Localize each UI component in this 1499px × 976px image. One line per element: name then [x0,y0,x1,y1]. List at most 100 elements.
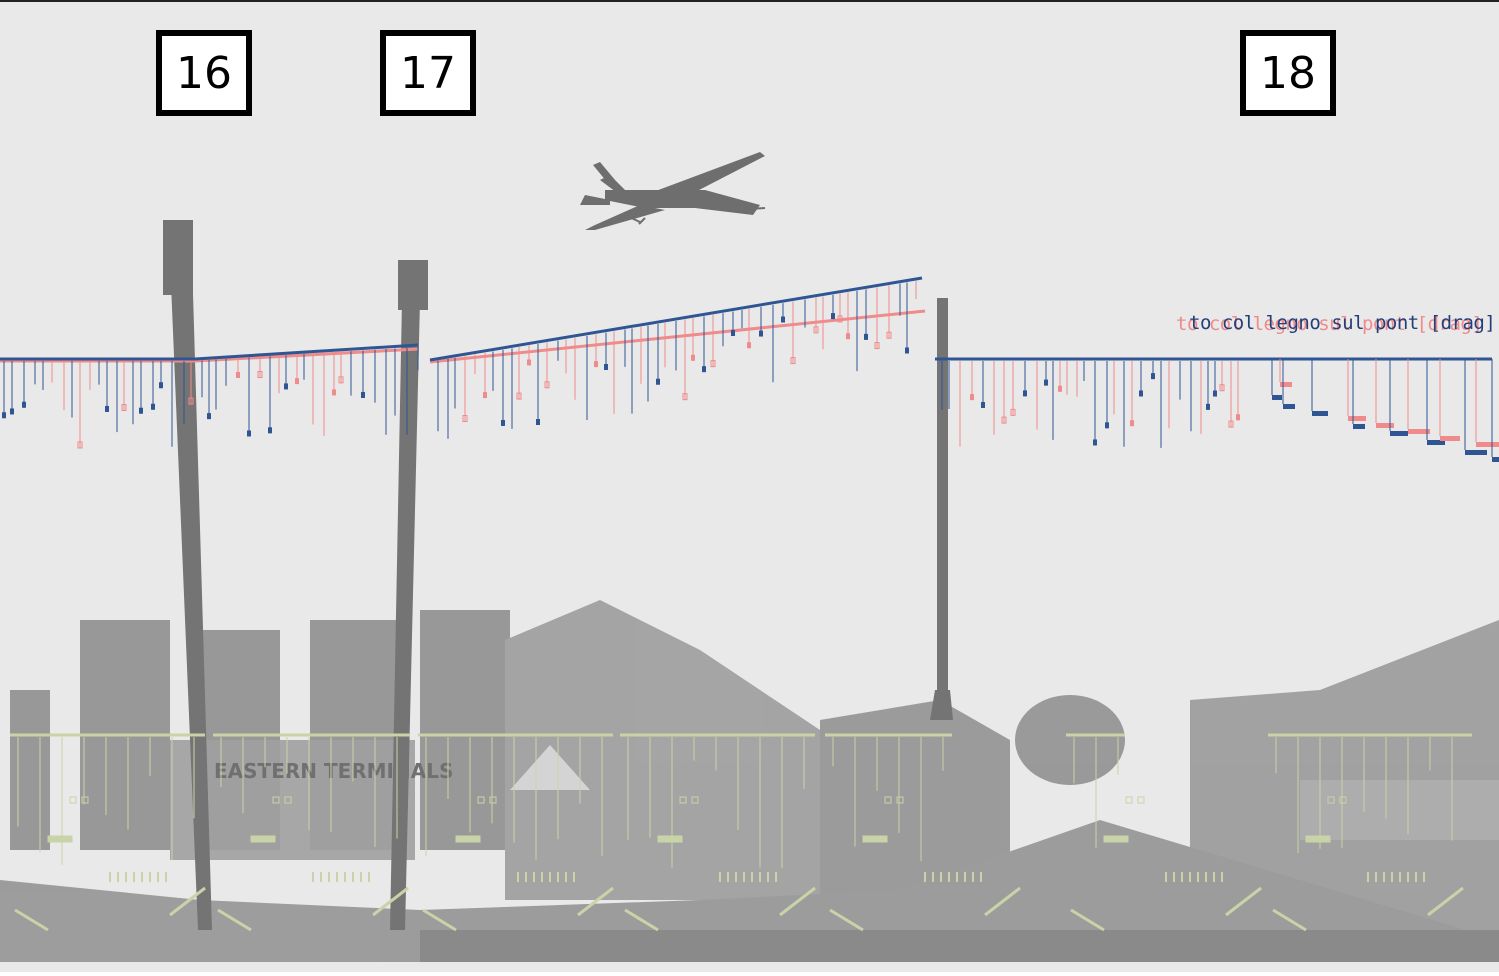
note-head [207,413,211,420]
note-head [1023,390,1027,397]
gliss-stroke [1272,908,1307,932]
note-head [905,347,909,354]
lower-note-head [81,796,89,804]
lower-note-head [1327,796,1335,804]
note-head [656,378,660,385]
gliss-stroke [422,908,457,932]
note-head [691,354,695,361]
cluster-mark [1305,835,1331,843]
note-head [1044,379,1048,386]
top-border [0,0,1499,2]
sustain-bar [1272,395,1282,400]
lower-note-head [884,796,892,804]
lower-note-head [477,796,485,804]
lower-note-head [1137,796,1145,804]
lower-note-head [489,796,497,804]
lower-note-head [691,796,699,804]
note-head [1010,408,1016,416]
note-head [1130,420,1134,427]
note-head [604,363,608,370]
sustain-bar [1427,440,1445,445]
cluster-mark [455,835,481,843]
sustain-bar [1348,416,1366,421]
note-head [1139,390,1143,397]
drone-silhouette [580,152,766,230]
section-marker-17: 17 [380,30,476,116]
note-head [981,401,985,408]
gliss-stroke [829,908,864,932]
note-head [2,412,6,419]
lower-staff [10,733,1472,932]
note-head [139,407,143,414]
note-head [188,397,194,405]
note-head [516,392,522,400]
section-marker-label: 18 [1260,47,1316,99]
staff-line-primary [194,343,419,361]
note-head [886,331,892,339]
note-head [1236,414,1240,421]
sustain-bar [1312,411,1328,416]
note-head [338,376,344,384]
gliss-stroke [1225,886,1262,917]
note-head [813,326,819,334]
terminal-sign-text: EASTERN TERMINALS [214,759,453,783]
lower-note-head [284,796,292,804]
gliss-stroke [372,886,409,917]
note-head [105,405,109,412]
note-head [594,361,598,368]
sustain-bar [1376,423,1394,428]
gliss-stroke [14,908,49,932]
upper-staff [0,276,1499,462]
cluster-mark [1103,835,1129,843]
cluster-mark [862,835,888,843]
note-head [1219,384,1225,392]
note-head [702,366,706,373]
note-head [536,419,540,426]
cluster-mark [657,835,683,843]
sustain-bar [1283,404,1295,409]
gliss-stroke [624,908,659,932]
note-head [831,313,835,320]
note-head [151,403,155,410]
note-head [837,315,843,323]
note-head [527,359,531,366]
note-head [1058,385,1062,392]
note-head [236,372,240,379]
note-head [295,378,299,385]
section-marker-16: 16 [156,30,252,116]
note-head [22,401,26,408]
note-head [1213,390,1217,397]
instruction-echo-text: to col legno sul pont [drag] [1176,313,1483,335]
note-head [864,333,868,340]
sustain-bar [1390,431,1408,436]
note-head [268,427,272,434]
note-head [284,383,288,390]
instruction-text: to col legno sul pont [drag] [1189,312,1496,334]
sustain-bar [1476,442,1499,447]
note-head [759,330,763,337]
lower-note-head [1125,796,1133,804]
note-head [462,415,468,423]
gliss-stroke [1427,886,1464,917]
sustain-bar [1353,424,1365,429]
sustain-bar [1408,429,1430,434]
section-marker-18: 18 [1240,30,1336,116]
gliss-stroke [1070,908,1105,932]
note-head [682,393,688,401]
lower-note-head [272,796,280,804]
sustain-bar [1440,436,1460,441]
note-head [257,371,263,379]
lower-note-head [69,796,77,804]
sustain-bar [1492,457,1499,462]
section-marker-label: 16 [176,47,232,99]
performance-instruction: to col legno sul pont [drag] to col legn… [1170,310,1496,340]
note-head [544,381,550,389]
note-head [361,391,365,398]
staff-line-secondary [194,347,419,363]
sustain-bar [1465,450,1487,455]
note-head [731,330,735,337]
note-head [1093,439,1097,446]
note-head [1206,403,1210,410]
